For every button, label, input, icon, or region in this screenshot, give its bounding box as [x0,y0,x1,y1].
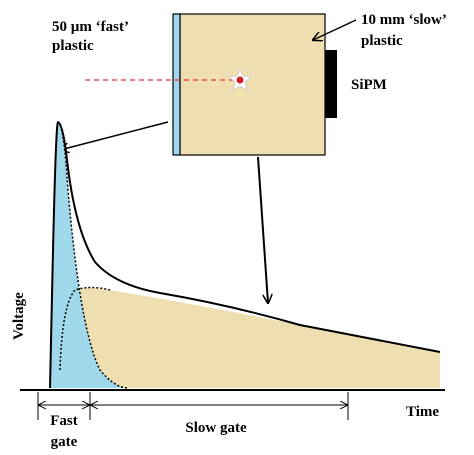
slow-curve [59,286,111,371]
arrow [257,156,268,303]
interaction-point [236,76,244,84]
label: 10 mm ‘slow’ [361,12,447,28]
gate-label: Slow gate [185,420,247,436]
label: plastic [361,33,403,49]
label: SiPM [351,77,387,93]
slow-plastic [179,13,326,156]
label: 50 µm ‘fast’ [52,19,129,35]
fast-plastic [172,13,181,156]
sipm [325,50,337,118]
arrow [313,19,357,40]
gate-label: Fast [50,413,78,429]
axis-label: Voltage [11,292,27,340]
fast-component [50,122,128,388]
label: plastic [52,38,94,54]
arrow [60,121,169,150]
gate-label: gate [51,434,78,450]
axis-label: Time [406,404,439,420]
slow-component [55,288,440,388]
total-pulse [49,120,441,389]
